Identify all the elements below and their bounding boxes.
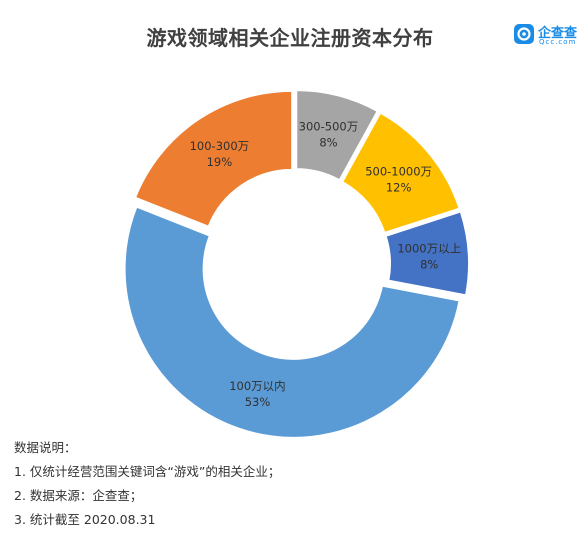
qcc-logo-icon bbox=[514, 24, 534, 44]
donut-slice bbox=[295, 89, 380, 182]
qcc-logo: 企查查 Qcc.com bbox=[513, 22, 577, 48]
slice-value-label: 53% bbox=[245, 395, 271, 409]
notes-item-3: 3. 统计截至 2020.08.31 bbox=[14, 512, 156, 527]
donut-labels: 300-500万 8% 500-1000万 12% 1000万以上 8% 100万以内 53%… bbox=[190, 120, 462, 409]
slice-value-label: 19% bbox=[207, 155, 233, 169]
slice-value-label: 8% bbox=[420, 258, 438, 272]
chart-title: 游戏领域相关企业注册资本分布 bbox=[146, 26, 434, 50]
slice-label: 100-300万 bbox=[190, 139, 250, 153]
data-notes: 数据说明： 1. 仅统计经营范围关键词含“游戏”的相关企业； 2. 数据来源：企… bbox=[14, 436, 574, 532]
slice-label: 100万以内 bbox=[229, 379, 285, 393]
slice-label: 1000万以上 bbox=[397, 242, 461, 256]
slice-label: 500-1000万 bbox=[365, 164, 432, 178]
donut-slices bbox=[123, 89, 470, 439]
notes-item-1: 1. 仅统计经营范围关键词含“游戏”的相关企业； bbox=[14, 464, 281, 479]
donut-slice bbox=[123, 205, 461, 439]
donut-slice bbox=[133, 89, 294, 229]
logo-name: 企查查 bbox=[538, 26, 578, 41]
notes-heading: 数据说明： bbox=[14, 440, 77, 455]
donut-slice bbox=[384, 210, 470, 297]
slice-value-label: 12% bbox=[386, 180, 412, 194]
notes-item-2: 2. 数据来源：企查查； bbox=[14, 488, 143, 503]
slice-value-label: 8% bbox=[319, 136, 337, 150]
donut-slice bbox=[340, 111, 461, 235]
logo-domain: Qcc.com bbox=[539, 38, 577, 46]
slice-label: 300-500万 bbox=[299, 120, 359, 134]
